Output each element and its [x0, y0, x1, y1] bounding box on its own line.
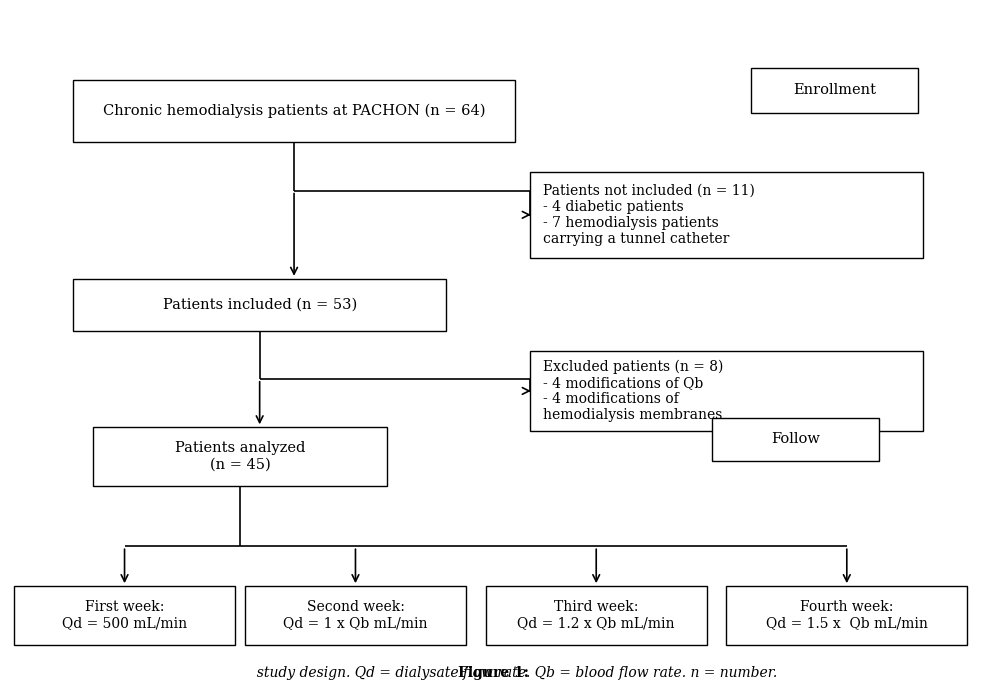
Text: Fourth week:
Qd = 1.5 x  Qb mL/min: Fourth week: Qd = 1.5 x Qb mL/min: [766, 600, 928, 630]
Text: Enrollment: Enrollment: [793, 83, 876, 97]
Text: Chronic hemodialysis patients at PACHON (n = 64): Chronic hemodialysis patients at PACHON …: [103, 104, 486, 118]
FancyBboxPatch shape: [14, 586, 235, 644]
FancyBboxPatch shape: [712, 418, 879, 461]
FancyBboxPatch shape: [73, 80, 515, 143]
FancyBboxPatch shape: [92, 427, 387, 486]
Text: Excluded patients (n = 8)
- 4 modifications of Qb
- 4 modifications of
hemodialy: Excluded patients (n = 8) - 4 modificati…: [543, 359, 723, 422]
FancyBboxPatch shape: [726, 586, 967, 644]
Text: Patients analyzed
(n = 45): Patients analyzed (n = 45): [174, 442, 305, 472]
FancyBboxPatch shape: [530, 172, 923, 258]
FancyBboxPatch shape: [486, 586, 707, 644]
Text: study design. Qd = dialysate flow rate. Qb = blood flow rate. n = number.: study design. Qd = dialysate flow rate. …: [213, 665, 778, 679]
Text: Patients included (n = 53): Patients included (n = 53): [163, 298, 357, 312]
Text: Patients not included (n = 11)
- 4 diabetic patients
- 7 hemodialysis patients
c: Patients not included (n = 11) - 4 diabe…: [543, 184, 754, 246]
FancyBboxPatch shape: [530, 351, 923, 431]
FancyBboxPatch shape: [751, 68, 918, 113]
FancyBboxPatch shape: [73, 279, 446, 331]
Text: Follow: Follow: [771, 432, 820, 446]
Text: Third week:
Qd = 1.2 x Qb mL/min: Third week: Qd = 1.2 x Qb mL/min: [517, 600, 675, 630]
FancyBboxPatch shape: [245, 586, 466, 644]
Text: Second week:
Qd = 1 x Qb mL/min: Second week: Qd = 1 x Qb mL/min: [283, 600, 428, 630]
Text: Figure 1:: Figure 1:: [458, 665, 533, 679]
Text: First week:
Qd = 500 mL/min: First week: Qd = 500 mL/min: [62, 600, 187, 630]
